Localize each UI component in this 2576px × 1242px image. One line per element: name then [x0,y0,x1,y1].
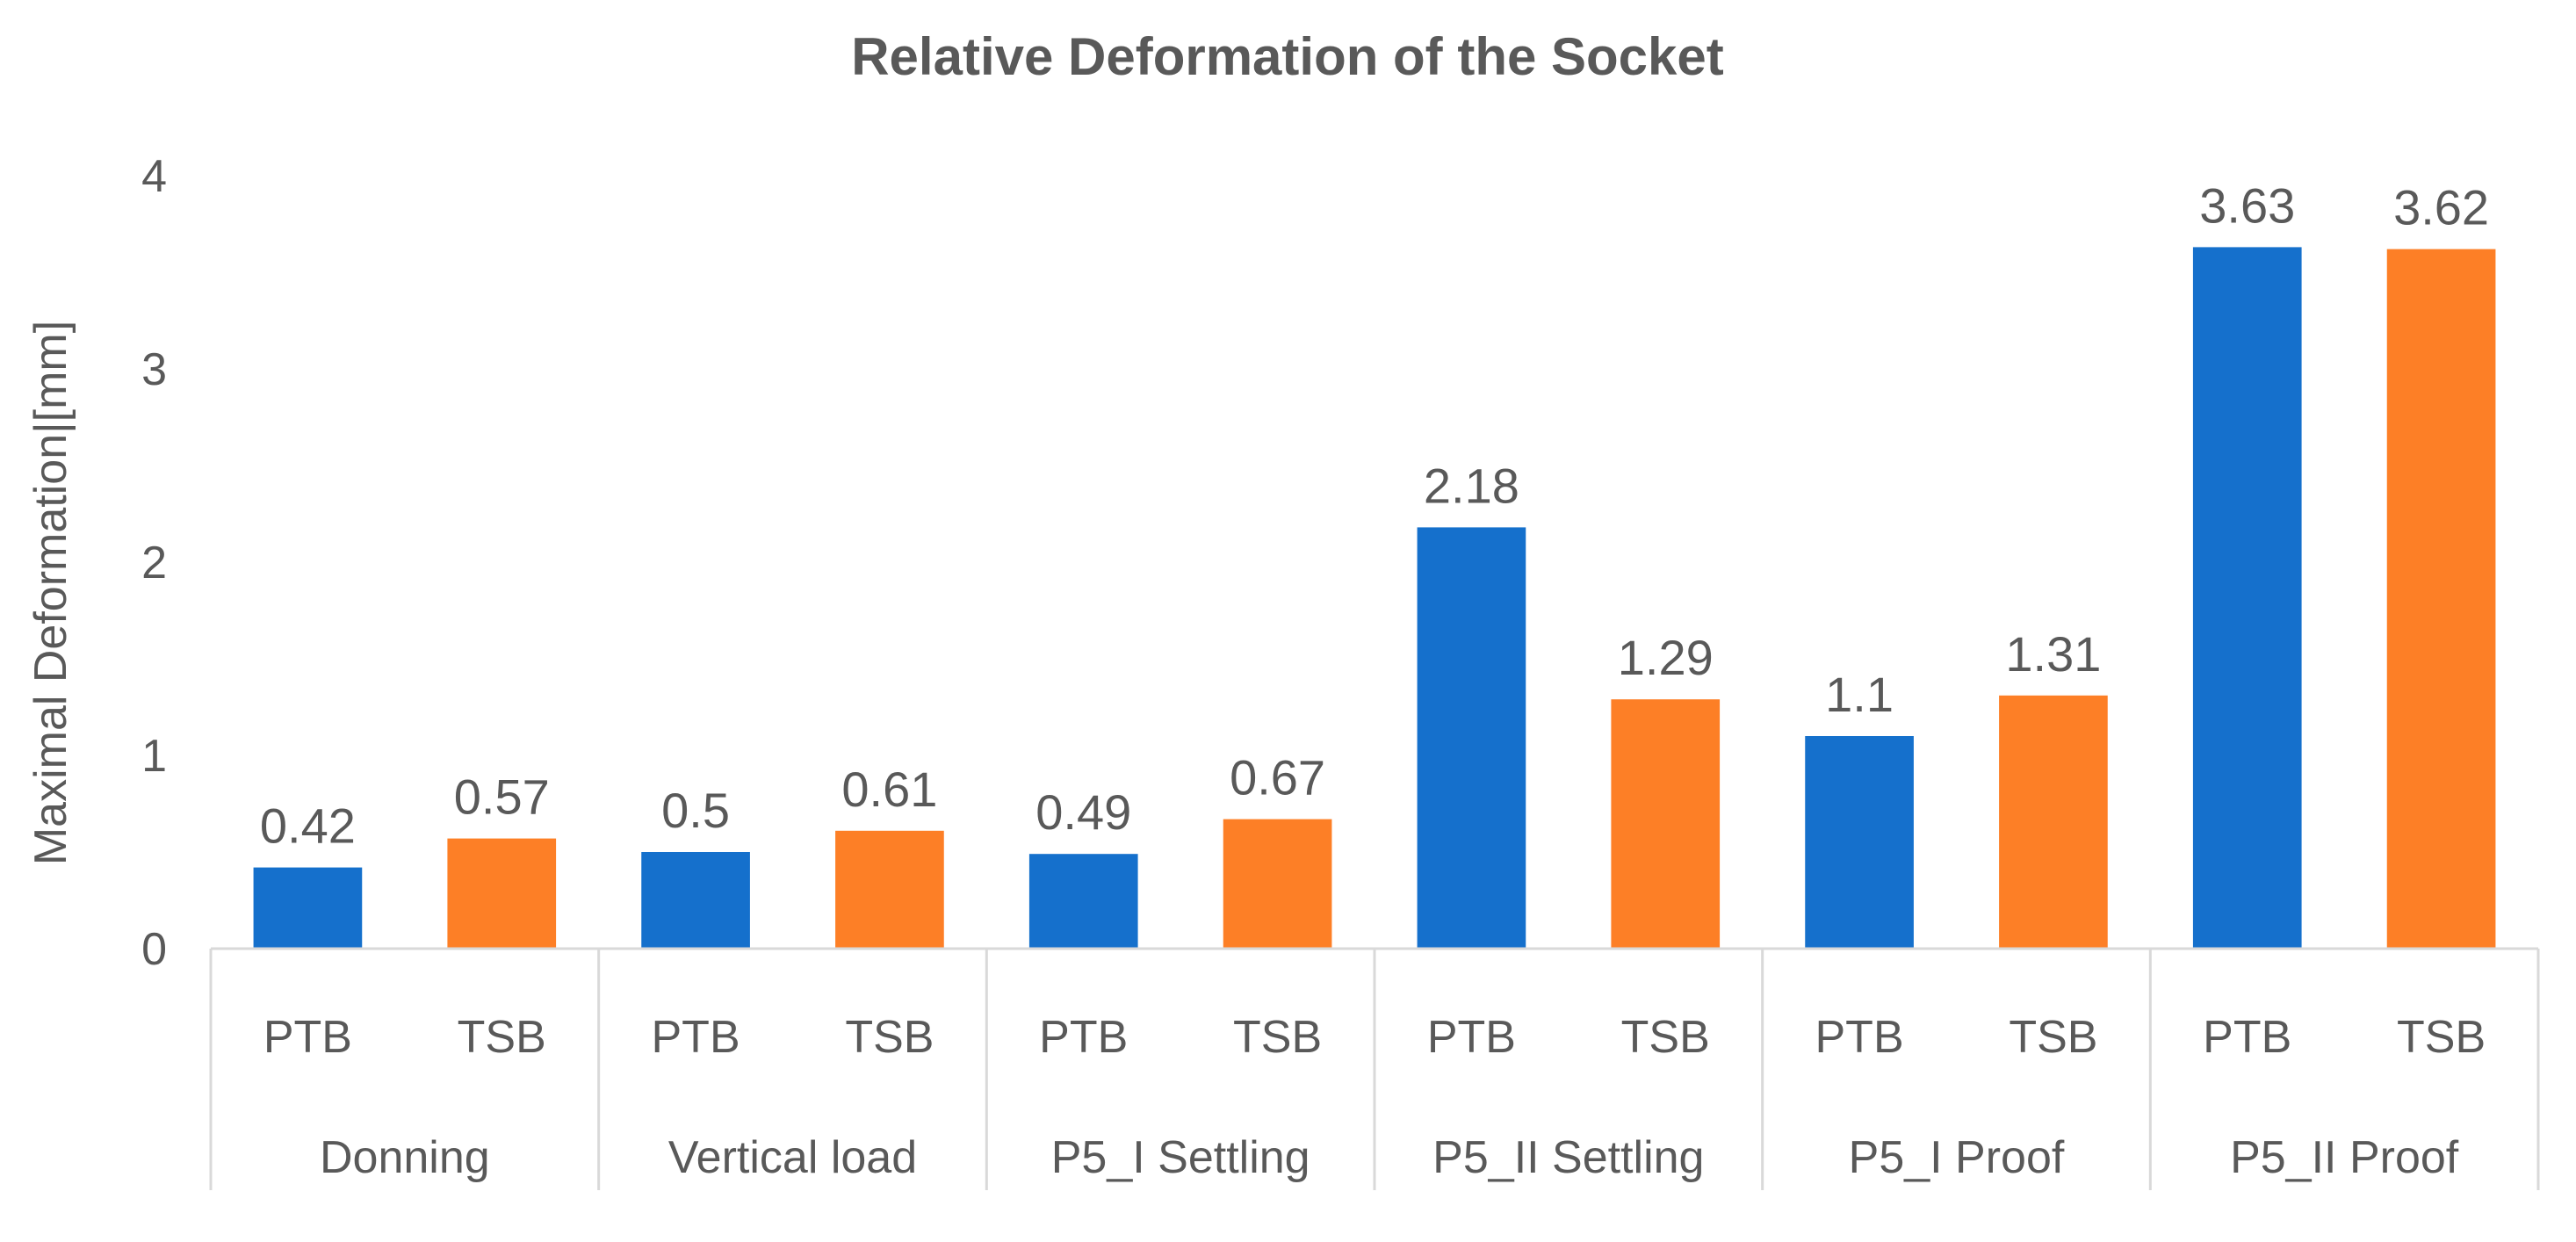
data-label: 0.57 [454,769,550,825]
x-tick-label: TSB [458,1012,546,1063]
bar-tsb-6 [2386,249,2496,950]
x-tick-label: TSB [2009,1012,2097,1063]
x-tick-label: TSB [1233,1012,1322,1063]
y-tick-label: 3 [141,344,167,395]
y-axis-ticks: 0 1 2 3 4 [141,151,167,975]
group-label: P5_II Proof [2230,1132,2459,1183]
data-label: 3.63 [2199,177,2295,233]
x-tick-label: PTB [263,1012,352,1063]
bar-ptb-3 [1028,854,1138,949]
x-tick-label: PTB [1815,1012,1904,1063]
bar-ptb-5 [1805,736,1914,949]
data-label: 3.62 [2393,180,2489,235]
x-tick-label: PTB [652,1012,740,1063]
bar-ptb-4 [1417,527,1526,949]
group-label: Donning [320,1132,490,1183]
x-tick-label: TSB [845,1012,934,1063]
bar-tsb-3 [1223,819,1332,949]
y-tick-label: 2 [141,538,167,589]
data-label: 2.18 [1424,458,1519,513]
y-tick-label: 4 [141,151,167,202]
data-label: 0.49 [1035,784,1131,840]
data-label: 0.61 [841,762,937,817]
data-label: 0.5 [661,783,730,838]
x-axis: PTB TSB Donning PTB TSB Vertical load PTB TSB P5… [209,947,2540,1190]
data-label: 0.67 [1230,750,1325,805]
y-tick-label: 1 [141,731,167,782]
data-label: 1.29 [1618,630,1714,685]
x-tick-label: PTB [1039,1012,1128,1063]
group-label: P5_I Settling [1051,1132,1310,1183]
bar-tsb-2 [835,830,944,949]
x-tick-label: PTB [2203,1012,2291,1063]
bar-ptb-6 [2192,247,2302,949]
bar-tsb-4 [1611,699,1721,949]
bar-ptb-1 [253,867,363,949]
group-label: Vertical load [668,1132,917,1183]
data-label: 0.42 [260,798,356,854]
x-tick-label: PTB [1427,1012,1516,1063]
x-tick-label: TSB [2397,1012,2486,1063]
y-tick-label: 0 [141,924,167,975]
group-label: P5_I Proof [1849,1132,2065,1183]
bar-ptb-2 [641,852,750,949]
group-label: P5_II Settling [1432,1132,1704,1183]
bar-tsb-5 [1999,695,2108,949]
data-label: 1.31 [2005,626,2101,682]
bar-tsb-1 [447,838,557,949]
bars: 0.42 0.5 0.49 2.18 1.1 3.63 0.57 0.61 0.67 1.29 1.… [253,177,2496,950]
x-tick-label: TSB [1621,1012,1710,1063]
data-label: 1.1 [1825,667,1894,722]
chart-title: Relative Deformation of the Socket [851,27,1724,86]
y-axis-label: Maximal Deformation|[mm] [25,321,76,865]
